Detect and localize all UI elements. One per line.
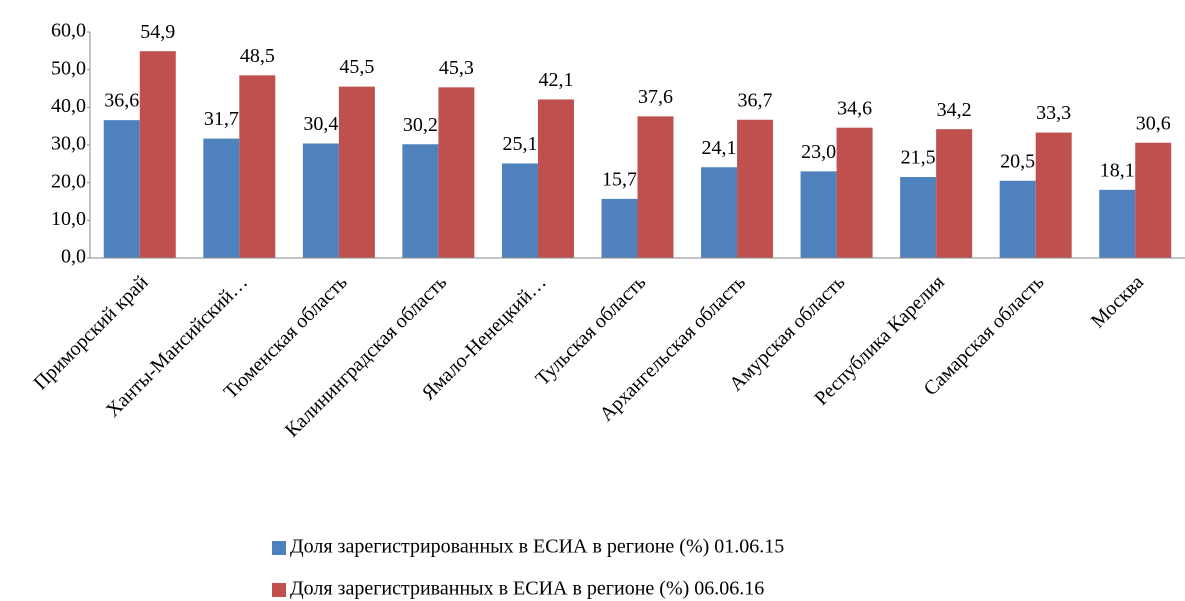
data-label: 20,5 — [1000, 150, 1035, 172]
data-label: 33,3 — [1036, 102, 1071, 124]
data-label: 45,3 — [439, 57, 474, 79]
data-label: 45,5 — [339, 56, 374, 78]
bar — [302, 143, 339, 258]
data-label: 30,6 — [1136, 112, 1171, 134]
legend-label: Доля зарегистриванных в ЕСИА в регионе (… — [290, 578, 764, 600]
data-label: 30,2 — [403, 114, 438, 136]
bar — [1035, 132, 1072, 258]
data-label: 34,6 — [837, 97, 872, 119]
bar — [900, 177, 937, 258]
data-label: 37,6 — [638, 86, 673, 108]
x-tick-label: Калининградская область — [281, 271, 451, 441]
data-label: 36,7 — [738, 89, 773, 111]
bar — [637, 116, 674, 258]
x-tick-label: Москва — [1087, 271, 1148, 332]
bar — [701, 167, 738, 258]
bar — [836, 127, 873, 258]
data-label: 21,5 — [901, 147, 936, 169]
bar — [1099, 189, 1136, 258]
data-label: 15,7 — [602, 168, 637, 190]
bar — [737, 119, 774, 258]
bar — [999, 180, 1036, 258]
data-label: 30,4 — [303, 113, 338, 135]
y-tick-label: 40,0 — [51, 95, 86, 117]
legend-swatch — [272, 541, 286, 555]
bar — [203, 138, 240, 258]
data-label: 31,7 — [204, 108, 239, 130]
data-label: 48,5 — [240, 45, 275, 67]
legend-label: Доля зарегистрированных в ЕСИА в регионе… — [290, 536, 784, 558]
bar — [1135, 142, 1172, 258]
bar — [936, 129, 973, 258]
data-label: 54,9 — [140, 21, 175, 43]
data-label: 42,1 — [538, 69, 573, 91]
data-label: 23,0 — [801, 141, 836, 163]
legend-swatch — [272, 583, 286, 597]
bar — [103, 120, 140, 258]
bar — [537, 99, 574, 258]
data-label: 24,1 — [702, 137, 737, 159]
y-tick-label: 0,0 — [61, 246, 86, 268]
bar — [800, 171, 837, 258]
data-label: 34,2 — [937, 99, 972, 121]
bar — [501, 163, 538, 258]
data-label: 36,6 — [104, 90, 139, 112]
bar — [438, 87, 475, 259]
bar — [239, 75, 276, 258]
y-tick-label: 20,0 — [51, 170, 86, 192]
bar — [338, 86, 375, 258]
y-tick-label: 60,0 — [51, 20, 86, 42]
data-label: 25,1 — [502, 133, 537, 155]
y-tick-label: 50,0 — [51, 57, 86, 79]
y-tick-label: 30,0 — [51, 133, 86, 155]
y-tick-label: 10,0 — [51, 208, 86, 230]
bar — [601, 198, 638, 258]
data-label: 18,1 — [1100, 159, 1135, 181]
bar — [402, 144, 439, 258]
bar — [139, 51, 176, 259]
